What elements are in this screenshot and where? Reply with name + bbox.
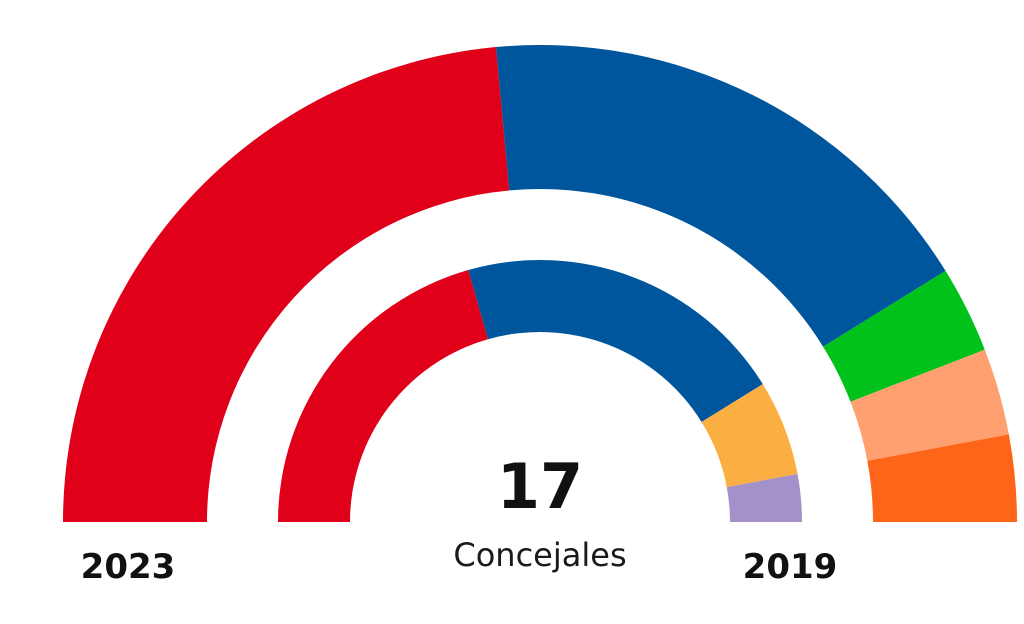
seats-unit-label: Concejales [453, 536, 626, 574]
inner-segment-purple [726, 473, 802, 522]
outer-segment-blue [495, 44, 946, 347]
outer-year-label: 2023 [81, 547, 176, 587]
inner-year-label: 2019 [743, 547, 838, 587]
inner-ring-2019 [278, 259, 802, 522]
inner-segment-red [278, 270, 488, 522]
outer-ring-2023 [63, 44, 1017, 522]
inner-segment-yellow [701, 384, 798, 488]
outer-segment-green [823, 270, 985, 402]
total-seats-label: 17 [497, 450, 583, 523]
inner-segment-blue [468, 259, 763, 422]
outer-segment-orange [867, 434, 1017, 522]
outer-segment-salmon [850, 349, 1009, 461]
outer-segment-red [63, 47, 510, 522]
